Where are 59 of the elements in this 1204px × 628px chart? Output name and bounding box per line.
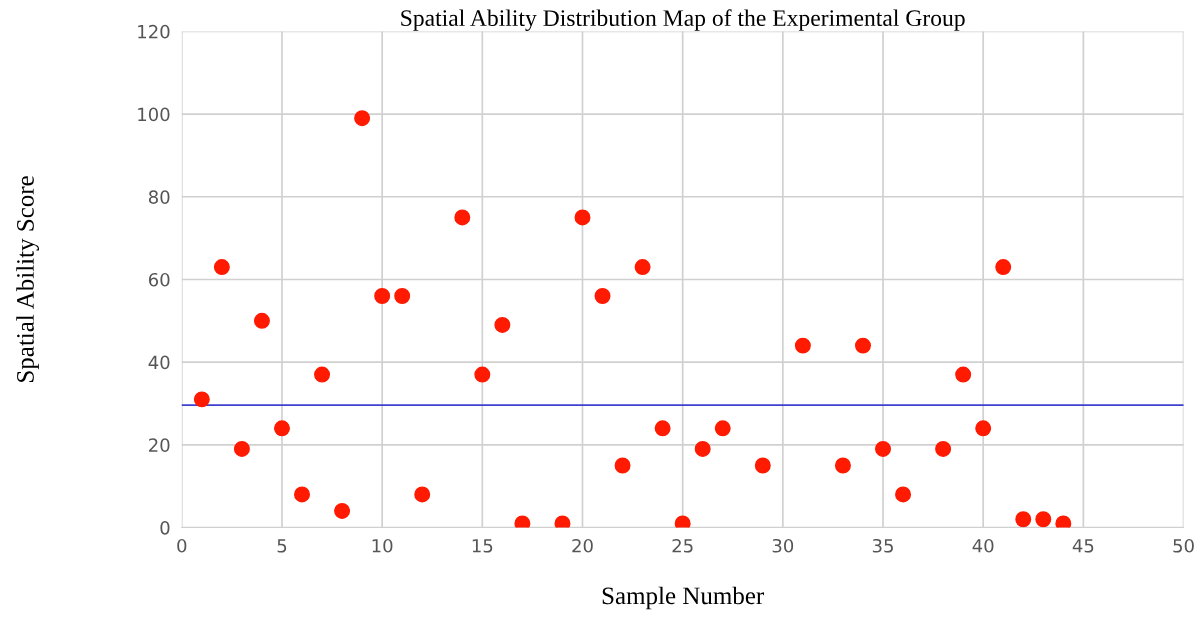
point xyxy=(213,259,230,276)
x-tick-label: 40 xyxy=(972,538,994,553)
point xyxy=(374,288,391,304)
x-tick-label: 25 xyxy=(672,538,693,553)
point xyxy=(694,440,711,457)
point xyxy=(554,515,571,528)
point xyxy=(193,391,210,408)
x-tick-label: 45 xyxy=(1072,539,1094,553)
point xyxy=(674,515,691,528)
point xyxy=(414,486,431,503)
point xyxy=(634,259,651,276)
point xyxy=(654,420,671,437)
point xyxy=(955,366,972,383)
y-tick-label: 20 xyxy=(149,438,170,452)
point xyxy=(614,457,631,474)
point xyxy=(233,440,250,457)
point xyxy=(494,316,511,333)
x-tick-label: 15 xyxy=(472,539,493,553)
x-tick-label: 0 xyxy=(177,538,187,553)
point xyxy=(1035,511,1052,528)
point xyxy=(1015,511,1032,528)
point xyxy=(314,366,331,383)
point xyxy=(794,337,811,354)
x-tick-label: 20 xyxy=(572,538,593,553)
x-tick-label: 5 xyxy=(277,539,287,553)
y-tick-label: 80 xyxy=(148,190,170,204)
point xyxy=(834,457,851,474)
y-tick-label: 0 xyxy=(160,520,170,535)
point xyxy=(514,515,531,528)
point xyxy=(935,440,952,457)
point xyxy=(714,420,731,437)
chart-title: Spatial Ability Distribution Map of the Experimental Group xyxy=(401,9,965,31)
y-tick-label: 60 xyxy=(148,272,170,287)
point xyxy=(454,209,471,226)
point xyxy=(253,312,270,329)
y-axis-title: Spatial Ability Score xyxy=(16,176,40,382)
x-tick-label: 30 xyxy=(772,538,794,553)
point xyxy=(474,366,491,383)
point xyxy=(754,457,771,474)
point xyxy=(975,420,992,437)
x-axis-title: Sample Number xyxy=(602,586,765,610)
x-tick-label: 35 xyxy=(872,538,893,553)
x-tick-label: 50 xyxy=(1173,538,1194,553)
y-tick-label: 100 xyxy=(138,107,170,122)
point xyxy=(334,503,351,519)
y-tick-label: 120 xyxy=(138,24,170,39)
point xyxy=(1055,515,1072,528)
y-tick-label: 40 xyxy=(148,355,170,370)
point xyxy=(394,288,411,304)
point xyxy=(574,209,591,226)
point xyxy=(354,110,371,127)
point xyxy=(875,440,891,457)
x-tick-label: 10 xyxy=(372,538,393,553)
point xyxy=(995,259,1012,276)
point xyxy=(855,337,871,354)
point xyxy=(594,288,611,304)
point xyxy=(895,486,912,503)
point xyxy=(294,486,310,503)
point xyxy=(273,420,290,437)
